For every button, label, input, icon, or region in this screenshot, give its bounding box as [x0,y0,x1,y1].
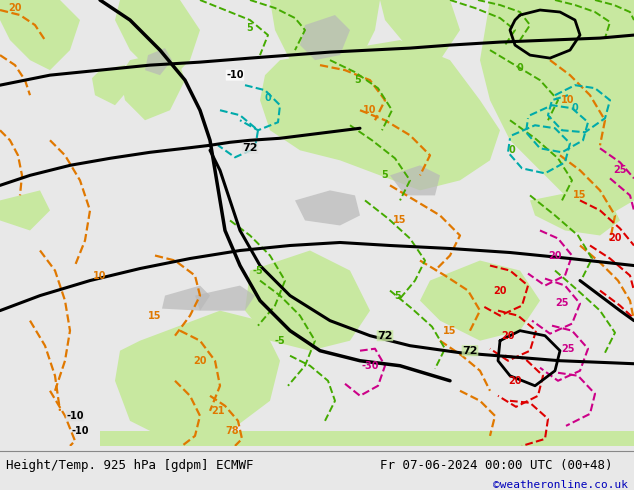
Polygon shape [260,40,500,191]
Polygon shape [245,250,370,351]
Text: 10: 10 [93,270,107,281]
Text: 0: 0 [572,103,578,113]
Text: 15: 15 [148,311,162,320]
Text: 72: 72 [462,346,478,356]
Text: -10: -10 [71,426,89,436]
Text: 0: 0 [508,146,515,155]
Text: 15: 15 [573,191,586,200]
Text: 20: 20 [548,250,562,261]
Polygon shape [295,286,320,320]
Text: 21: 21 [211,406,224,416]
Polygon shape [115,311,280,441]
Polygon shape [0,0,80,70]
Text: -5: -5 [275,336,285,345]
Text: Fr 07-06-2024 00:00 UTC (00+48): Fr 07-06-2024 00:00 UTC (00+48) [380,459,613,472]
Text: -10: -10 [226,70,243,80]
Text: 20: 20 [501,331,515,341]
Text: 78: 78 [225,426,239,436]
Polygon shape [300,15,350,60]
Text: 5: 5 [382,171,389,180]
Text: Height/Temp. 925 hPa [gdpm] ECMWF: Height/Temp. 925 hPa [gdpm] ECMWF [6,459,254,472]
Polygon shape [390,165,440,196]
Text: -10: -10 [66,411,84,421]
Polygon shape [145,48,172,75]
Text: 15: 15 [443,326,456,336]
Polygon shape [195,286,255,311]
Text: 5: 5 [354,75,361,85]
Text: 10: 10 [363,105,377,115]
Text: 25: 25 [561,343,575,354]
Text: 0: 0 [517,63,524,73]
Text: 20: 20 [193,356,207,366]
Polygon shape [305,85,335,115]
Polygon shape [115,0,200,80]
Polygon shape [295,191,360,225]
Polygon shape [0,191,50,230]
Text: 5: 5 [394,291,401,300]
Text: 25: 25 [613,165,627,175]
Text: 20: 20 [493,286,507,295]
Polygon shape [162,286,210,311]
Text: 20: 20 [608,233,622,244]
Text: 20: 20 [508,376,522,386]
Text: 15: 15 [393,216,407,225]
Polygon shape [100,431,634,446]
Polygon shape [120,50,185,120]
Text: 72: 72 [242,143,258,153]
Polygon shape [530,191,620,236]
Text: 25: 25 [555,297,569,308]
Text: 20: 20 [8,3,22,13]
Polygon shape [500,0,634,80]
Polygon shape [290,0,380,90]
Text: 0: 0 [264,93,271,103]
Polygon shape [380,0,460,60]
Text: -5: -5 [252,266,263,275]
Text: ©weatheronline.co.uk: ©weatheronline.co.uk [493,480,628,490]
Polygon shape [270,0,360,80]
Text: 72: 72 [377,331,392,341]
Text: 10: 10 [561,95,575,105]
Polygon shape [420,261,540,341]
Text: 5: 5 [247,23,254,33]
Text: -30: -30 [361,361,378,371]
Polygon shape [92,65,128,105]
Polygon shape [480,0,634,220]
